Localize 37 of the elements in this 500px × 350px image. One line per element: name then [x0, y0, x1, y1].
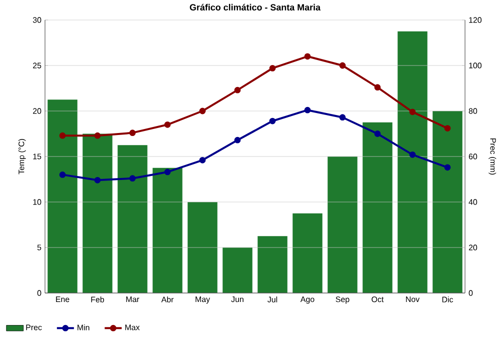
bar [292, 213, 322, 293]
bar [328, 156, 358, 293]
point [444, 164, 451, 171]
bar [222, 248, 252, 293]
bar [432, 110, 462, 293]
bar [258, 236, 288, 293]
point [129, 130, 136, 136]
point [374, 130, 381, 137]
point [444, 125, 451, 132]
point [339, 62, 346, 69]
point [339, 114, 346, 121]
bar [398, 31, 428, 293]
point [409, 151, 416, 158]
point [374, 84, 381, 91]
point [304, 53, 311, 60]
bar [188, 202, 218, 293]
point [94, 132, 101, 139]
point [199, 156, 206, 164]
chart-title: Gráfico climático - Santa Maria [190, 4, 321, 11]
bar [82, 134, 112, 293]
point [164, 168, 171, 176]
point [94, 176, 101, 184]
point [129, 175, 136, 182]
bar [48, 100, 78, 293]
point [199, 108, 206, 114]
point [234, 136, 241, 144]
point [269, 118, 276, 124]
point [409, 108, 416, 116]
point [269, 65, 276, 72]
point [164, 121, 171, 128]
bar [118, 145, 148, 293]
bar [152, 168, 182, 293]
point [59, 132, 66, 139]
point [59, 172, 66, 178]
point [234, 86, 241, 94]
point [304, 106, 311, 114]
bar [362, 122, 392, 293]
